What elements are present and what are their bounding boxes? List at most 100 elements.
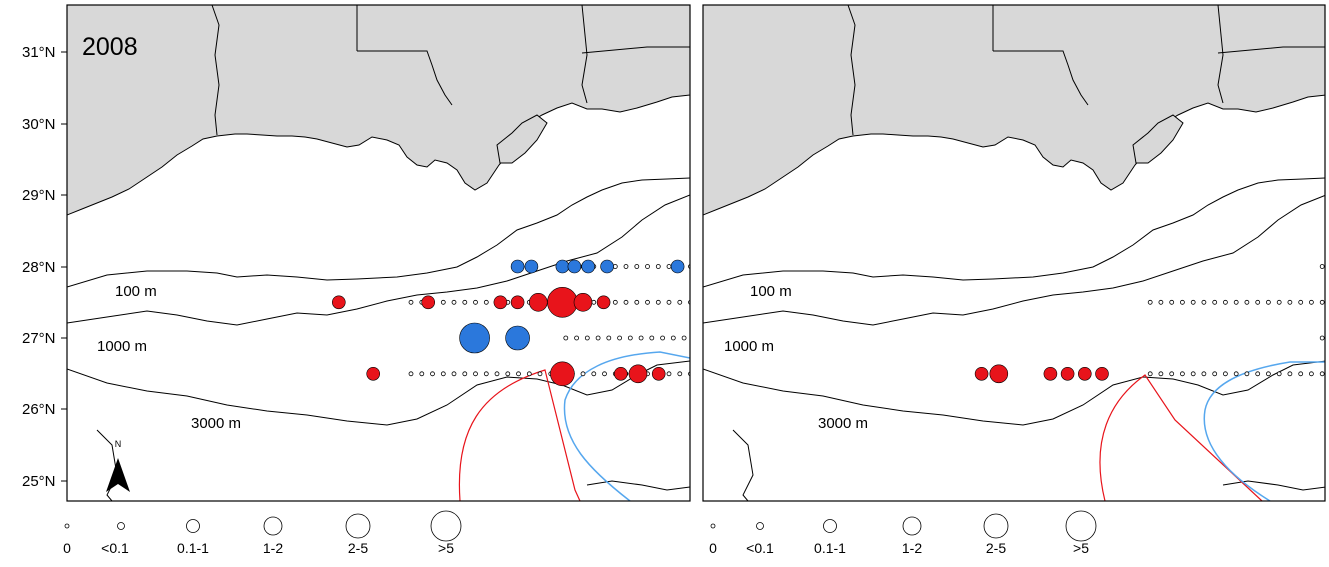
station-marker (623, 264, 629, 269)
station-marker (1158, 299, 1164, 305)
station-marker (1190, 299, 1196, 305)
station-marker (591, 299, 597, 305)
red-data-point (331, 295, 346, 310)
red-data-point (528, 292, 548, 312)
station-marker (1233, 299, 1239, 305)
red-data-point (1078, 366, 1092, 381)
station-marker (584, 335, 590, 341)
legend-circle (902, 516, 922, 536)
station-marker (666, 299, 672, 305)
station-marker (677, 371, 683, 377)
lat-label-27: 27°N (22, 330, 56, 347)
station-marker (645, 264, 650, 269)
red-data-point (974, 366, 989, 381)
station-marker (563, 335, 569, 341)
panel-frame (702, 4, 1326, 502)
legend-label-2-5: 2-5 (348, 540, 368, 556)
station-marker (1223, 371, 1228, 377)
lat-label-25: 25°N (22, 473, 56, 490)
red-track-line (458, 369, 581, 501)
red-data-point (421, 295, 436, 310)
station-marker (1319, 371, 1325, 377)
blue-data-point (567, 259, 582, 274)
legend-label-lt0.1: <0.1 (101, 540, 129, 556)
legend-label-lt0.1: <0.1 (746, 540, 774, 556)
blue-data-point (581, 259, 596, 274)
red-data-point (1095, 366, 1109, 381)
legend-circle (117, 522, 125, 530)
station-marker (655, 264, 661, 269)
station-marker (1244, 299, 1250, 305)
station-marker (1158, 371, 1164, 377)
red-data-point (613, 366, 628, 381)
station-marker (1255, 299, 1261, 305)
lat-label-30: 30°N (22, 116, 56, 133)
legend-circle (983, 513, 1009, 539)
station-marker (483, 299, 489, 305)
red-track-line (1099, 374, 1263, 501)
map-panel-2008: 2008 100 m 1000 m 3000 m N (66, 4, 691, 502)
station-marker (1319, 335, 1325, 341)
station-marker (505, 371, 511, 377)
station-marker (1255, 371, 1261, 377)
latitude-axis: 31°N 30°N 29°N 28°N 27°N 26°N 25°N (22, 44, 67, 490)
station-marker (483, 371, 489, 377)
legend-left: 0 <0.1 0.1-1 1-2 2-5 >5 (63, 510, 462, 556)
station-marker (606, 335, 612, 341)
station-marker (451, 299, 457, 305)
legend-circle (430, 510, 462, 542)
station-marker (595, 335, 601, 341)
station-marker (1319, 264, 1325, 269)
station-marker (1276, 299, 1282, 305)
station-marker (1180, 299, 1185, 305)
legend-circle (186, 519, 200, 533)
depth-label-1000: 1000 m (724, 338, 774, 355)
legend-circle (756, 522, 764, 530)
red-data-point (1060, 366, 1075, 381)
station-marker (537, 371, 543, 377)
legend-right: 0 <0.1 0.1-1 1-2 2-5 >5 (709, 510, 1097, 556)
legend-circle (263, 516, 283, 536)
basemap (703, 5, 1325, 501)
basemap (67, 5, 690, 501)
station-marker (473, 371, 478, 377)
station-marker (494, 371, 500, 377)
blue-data-point (505, 325, 530, 351)
station-marker (634, 299, 640, 305)
legend-circle (64, 523, 70, 529)
station-marker (419, 371, 425, 377)
red-data-point (366, 366, 381, 381)
station-marker (1212, 299, 1218, 305)
station-marker (627, 335, 633, 341)
station-marker (1287, 299, 1293, 305)
legend-label-2-5: 2-5 (986, 540, 1006, 556)
station-marker (1190, 371, 1196, 377)
legend-label-0: 0 (709, 540, 717, 556)
station-marker (1233, 371, 1239, 377)
station-marker (681, 335, 687, 341)
lat-label-29: 29°N (22, 187, 56, 204)
station-marker (1147, 371, 1153, 377)
station-marker (638, 335, 644, 341)
station-marker (1201, 371, 1207, 377)
blue-data-point (510, 259, 525, 274)
depth-label-100: 100 m (115, 283, 157, 300)
blue-data-point (670, 259, 685, 274)
station-marker (612, 299, 618, 305)
station-marker (473, 299, 478, 305)
legend-label-1-2: 1-2 (902, 540, 922, 556)
station-marker (660, 335, 665, 341)
station-marker (451, 371, 457, 377)
station-marker (408, 299, 414, 305)
legend-label-1-2: 1-2 (263, 540, 283, 556)
legend-circle (345, 513, 371, 539)
station-marker (666, 371, 672, 377)
station-marker (408, 371, 414, 377)
station-marker (1180, 371, 1185, 377)
legend-label-gt5: >5 (1073, 540, 1089, 556)
station-marker (617, 335, 622, 341)
blue-track-line (1203, 361, 1325, 501)
station-marker (1169, 299, 1175, 305)
station-marker (1319, 299, 1325, 305)
